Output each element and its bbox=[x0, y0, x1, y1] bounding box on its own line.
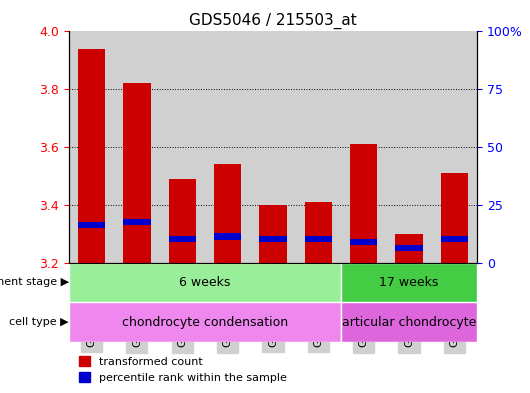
Text: development stage ▶: development stage ▶ bbox=[0, 277, 69, 287]
FancyBboxPatch shape bbox=[341, 263, 477, 302]
Bar bbox=[169, 236, 196, 242]
Bar bbox=[441, 173, 468, 263]
Bar bbox=[296, 31, 341, 263]
Bar bbox=[169, 179, 196, 263]
Bar bbox=[259, 205, 287, 263]
Bar bbox=[386, 31, 431, 263]
Text: chondrocyte condensation: chondrocyte condensation bbox=[122, 316, 288, 329]
FancyBboxPatch shape bbox=[341, 302, 477, 342]
Bar bbox=[78, 49, 105, 263]
Bar bbox=[305, 236, 332, 242]
Bar bbox=[123, 83, 151, 263]
Bar bbox=[214, 233, 241, 239]
Bar bbox=[160, 31, 205, 263]
Bar bbox=[431, 31, 477, 263]
Bar bbox=[160, 31, 205, 263]
Text: 17 weeks: 17 weeks bbox=[379, 276, 439, 289]
Bar bbox=[259, 236, 287, 242]
Bar bbox=[114, 31, 160, 263]
Bar bbox=[205, 31, 250, 263]
Bar bbox=[441, 236, 468, 242]
FancyBboxPatch shape bbox=[69, 302, 341, 342]
Bar bbox=[205, 31, 250, 263]
Bar bbox=[69, 31, 114, 263]
Bar bbox=[350, 239, 377, 245]
Bar bbox=[114, 31, 160, 263]
Bar bbox=[69, 31, 114, 263]
Bar bbox=[386, 31, 431, 263]
Bar bbox=[395, 245, 422, 251]
Bar bbox=[350, 144, 377, 263]
Bar bbox=[123, 219, 151, 225]
Text: articular chondrocyte: articular chondrocyte bbox=[342, 316, 476, 329]
Bar bbox=[78, 222, 105, 228]
Bar bbox=[305, 202, 332, 263]
Bar bbox=[296, 31, 341, 263]
Bar bbox=[250, 31, 296, 263]
Text: cell type ▶: cell type ▶ bbox=[10, 317, 69, 327]
Legend: transformed count, percentile rank within the sample: transformed count, percentile rank withi… bbox=[74, 351, 291, 387]
Bar bbox=[341, 31, 386, 263]
Text: 6 weeks: 6 weeks bbox=[179, 276, 231, 289]
Title: GDS5046 / 215503_at: GDS5046 / 215503_at bbox=[189, 13, 357, 29]
Bar bbox=[395, 234, 422, 263]
Bar bbox=[341, 31, 386, 263]
Bar bbox=[250, 31, 296, 263]
Bar bbox=[214, 164, 241, 263]
Bar bbox=[431, 31, 477, 263]
FancyBboxPatch shape bbox=[69, 263, 341, 302]
